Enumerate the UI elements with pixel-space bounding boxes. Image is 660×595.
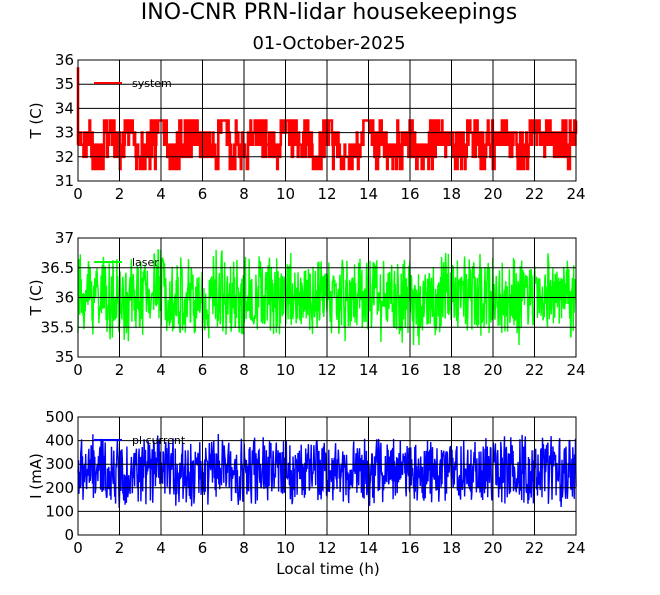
x-tick-label: 14 [359,539,378,557]
x-tick-label: 0 [73,539,83,557]
x-tick-label: 20 [483,539,502,557]
y-tick-label: 33 [55,124,74,142]
x-tick-label: 0 [73,185,83,203]
x-tick-label: 2 [115,185,125,203]
x-tick-label: 22 [525,361,544,379]
y-tick-label: 37 [55,229,74,247]
x-tick-label: 22 [525,539,544,557]
x-tick-label: 12 [317,539,336,557]
plot-frame [77,59,577,182]
x-tick-label: 18 [442,539,461,557]
x-tick-label: 24 [566,539,585,557]
y-tick-label: 36 [55,51,74,69]
x-tick-label: 6 [198,539,208,557]
x-tick-label: 16 [400,361,419,379]
y-tick-label: 400 [45,432,74,450]
x-tick-label: 20 [483,185,502,203]
x-tick-label: 16 [400,185,419,203]
y-tick-label: 34 [55,99,74,117]
y-tick-label: 36 [55,289,74,307]
chart-title: INO-CNR PRN-lidar housekeepings [141,0,517,25]
x-tick-label: 16 [400,539,419,557]
x-tick-label: 2 [115,539,125,557]
x-tick-label: 14 [359,185,378,203]
plot-frame [77,237,577,358]
y-tick-label: 35 [55,75,74,93]
y-tick-label: 31 [55,172,74,190]
y-tick-label: 36.5 [41,259,74,277]
x-tick-label: 14 [359,361,378,379]
x-tick-label: 8 [239,539,249,557]
x-tick-label: 8 [239,361,249,379]
x-axis-label: Local time (h) [276,560,380,578]
x-tick-label: 20 [483,361,502,379]
x-tick-label: 12 [317,185,336,203]
plot-frame [77,416,577,536]
y-tick-label: 35.5 [41,318,74,336]
chart-subtitle: 01-October-2025 [252,33,405,54]
x-tick-label: 22 [525,185,544,203]
x-tick-label: 8 [239,185,249,203]
y-tick-label: 100 [45,502,74,520]
y-tick-label: 35 [55,348,74,366]
y-tick-label: 0 [64,526,74,544]
y-axis-label: I (mA) [27,453,45,499]
legend-label: pl current [132,434,186,447]
x-tick-label: 10 [276,539,295,557]
x-tick-label: 4 [156,361,166,379]
x-tick-label: 4 [156,185,166,203]
y-tick-label: 200 [45,479,74,497]
x-tick-label: 24 [566,185,585,203]
y-tick-label: 500 [45,408,74,426]
x-tick-label: 10 [276,185,295,203]
x-tick-label: 12 [317,361,336,379]
x-tick-label: 18 [442,185,461,203]
y-axis-label: T (C) [27,279,45,316]
x-tick-label: 10 [276,361,295,379]
x-tick-label: 4 [156,539,166,557]
legend-label: system [132,77,172,90]
x-tick-label: 0 [73,361,83,379]
legend-label: laser [132,256,159,269]
x-tick-label: 6 [198,361,208,379]
x-tick-label: 18 [442,361,461,379]
y-axis-label: T (C) [27,102,45,139]
x-tick-label: 2 [115,361,125,379]
x-tick-label: 6 [198,185,208,203]
y-tick-label: 32 [55,148,74,166]
x-tick-label: 24 [566,361,585,379]
y-tick-label: 300 [45,455,74,473]
